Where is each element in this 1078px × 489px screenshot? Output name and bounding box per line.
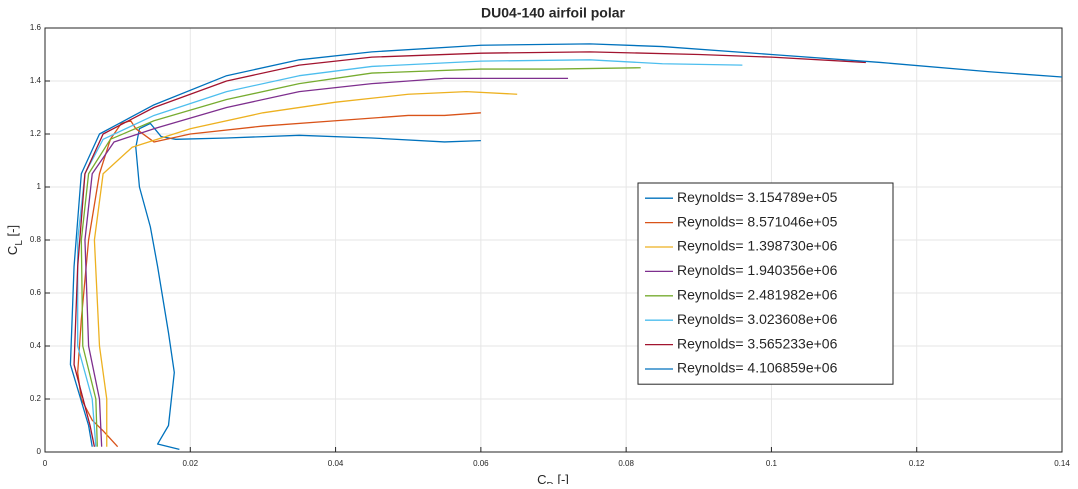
y-tick-label: 0.4 xyxy=(30,341,42,350)
y-tick-label: 1.2 xyxy=(30,129,42,138)
legend-label: Reynolds= 3.154789e+05 xyxy=(677,189,838,205)
legend-label: Reynolds= 2.481982e+06 xyxy=(677,287,838,303)
legend-label: Reynolds= 1.940356e+06 xyxy=(677,262,838,278)
x-tick-label: 0 xyxy=(43,459,48,468)
axes-box xyxy=(44,27,1063,453)
x-tick-label: 0.1 xyxy=(766,459,778,468)
x-axis-label: CD [-] xyxy=(537,472,569,484)
chart-title: DU04-140 airfoil polar xyxy=(481,5,625,21)
series-line xyxy=(84,77,569,447)
series-line xyxy=(80,67,641,447)
legend-box xyxy=(637,182,894,385)
y-tick-label: 1.6 xyxy=(30,23,42,32)
series-line xyxy=(73,51,866,447)
y-tick-label: 0.2 xyxy=(30,394,42,403)
x-tick-label: 0.02 xyxy=(182,459,198,468)
x-tick-label: 0.12 xyxy=(909,459,925,468)
legend-label: Reynolds= 3.565233e+06 xyxy=(677,335,838,351)
series-line xyxy=(77,59,743,447)
x-tick-label: 0.08 xyxy=(618,459,634,468)
legend-label: Reynolds= 1.398730e+06 xyxy=(677,238,838,254)
y-axis-label: CL [-] xyxy=(5,225,25,255)
legend-label: Reynolds= 8.571046e+05 xyxy=(677,213,838,229)
x-tick-label: 0.14 xyxy=(1054,459,1070,468)
y-tick-label: 0 xyxy=(37,447,42,456)
series-line xyxy=(135,122,481,450)
x-tick-label: 0.06 xyxy=(473,459,489,468)
legend-label: Reynolds= 3.023608e+06 xyxy=(677,311,838,327)
x-tick-label: 0.04 xyxy=(328,459,344,468)
series-line xyxy=(69,43,1063,447)
y-tick-label: 1.4 xyxy=(30,76,42,85)
series-line xyxy=(93,90,518,447)
y-tick-label: 1 xyxy=(37,182,42,191)
y-tick-label: 0.6 xyxy=(30,288,42,297)
legend-label: Reynolds= 4.106859e+06 xyxy=(677,360,838,376)
y-tick-label: 0.8 xyxy=(30,235,42,244)
